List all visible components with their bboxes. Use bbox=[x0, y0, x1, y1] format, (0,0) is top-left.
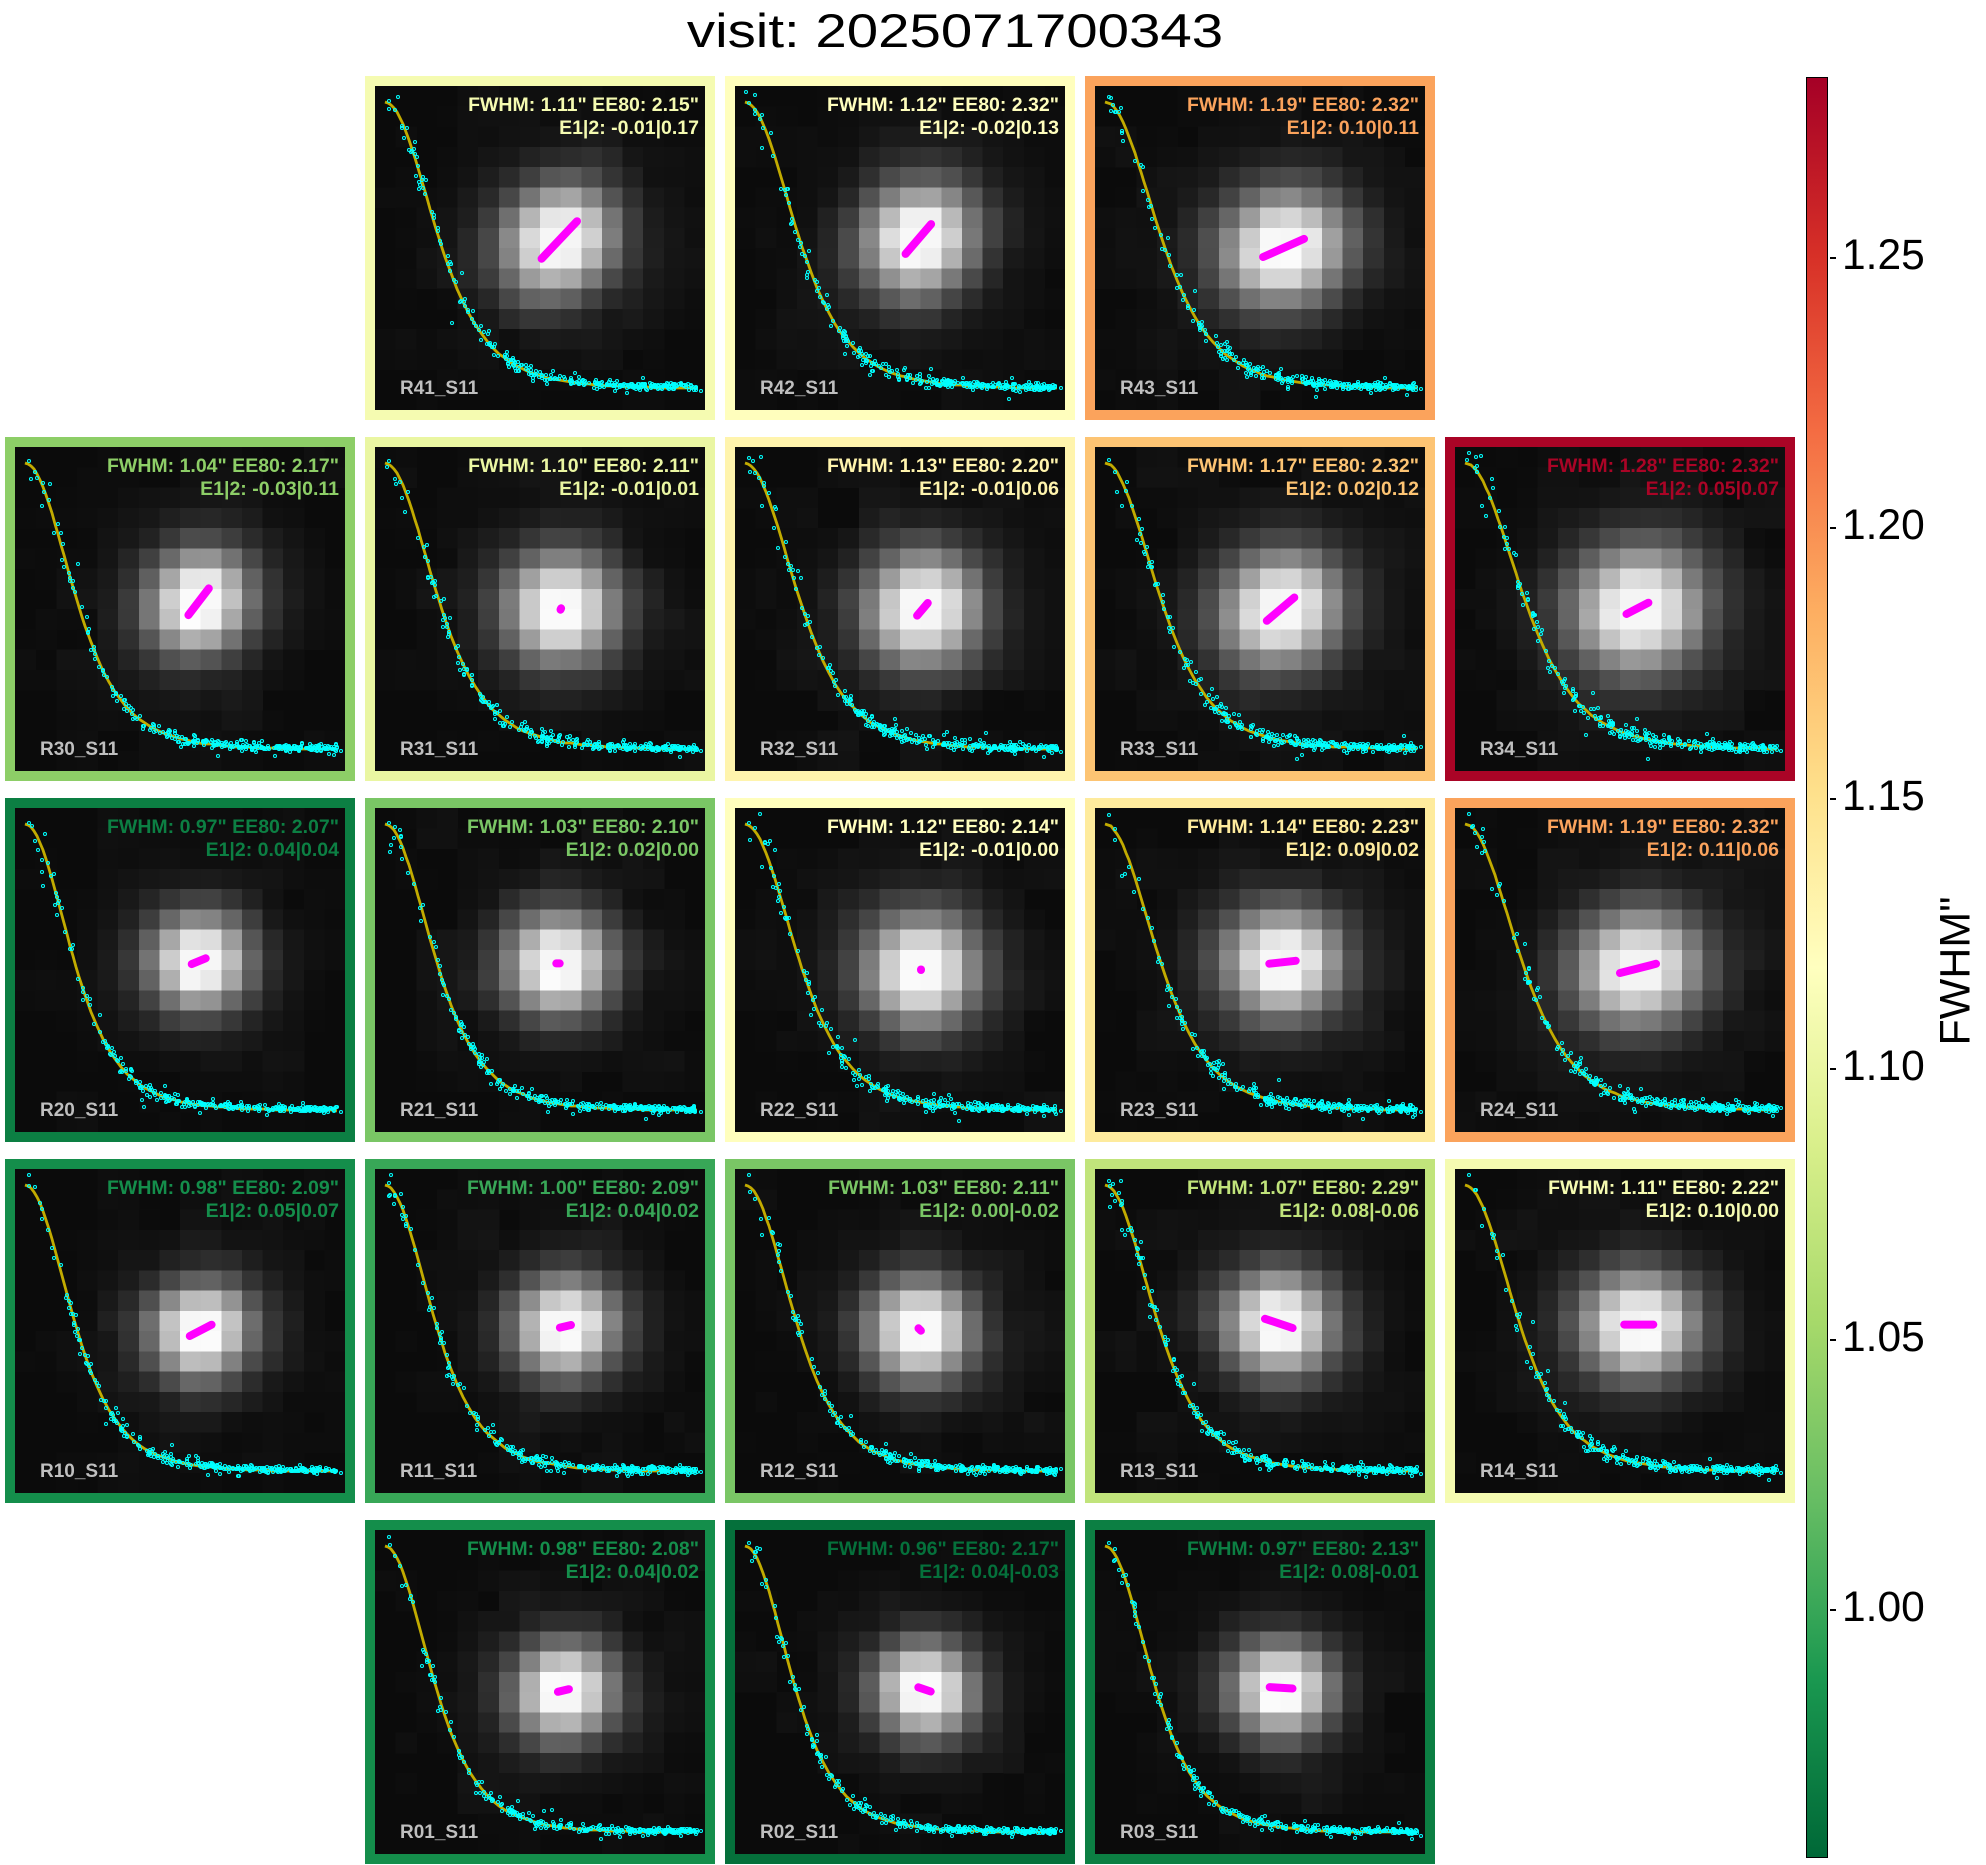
svg-text:E1|2: -0.03|0.11: E1|2: -0.03|0.11 bbox=[200, 478, 339, 500]
svg-text:E1|2: -0.01|0.17: E1|2: -0.01|0.17 bbox=[559, 117, 699, 139]
svg-text:FWHM: 1.10" EE80: 2.11": FWHM: 1.10" EE80: 2.11" bbox=[468, 455, 699, 477]
svg-text:E1|2: -0.01|0.06: E1|2: -0.01|0.06 bbox=[919, 478, 1059, 500]
svg-text:R43_S11: R43_S11 bbox=[1120, 378, 1199, 399]
svg-text:FWHM: 0.97" EE80: 2.07": FWHM: 0.97" EE80: 2.07" bbox=[107, 816, 339, 838]
svg-text:R33_S11: R33_S11 bbox=[1120, 739, 1199, 760]
svg-text:E1|2: -0.02|0.13: E1|2: -0.02|0.13 bbox=[919, 117, 1059, 139]
svg-text:FWHM: 1.04" EE80: 2.17": FWHM: 1.04" EE80: 2.17" bbox=[107, 455, 339, 477]
svg-text:E1|2: -0.01|0.01: E1|2: -0.01|0.01 bbox=[559, 478, 699, 500]
svg-text:R30_S11: R30_S11 bbox=[40, 739, 119, 760]
svg-text:R34_S11: R34_S11 bbox=[1480, 739, 1559, 760]
svg-text:R41_S11: R41_S11 bbox=[400, 378, 479, 399]
svg-text:E1|2: 0.05|0.07: E1|2: 0.05|0.07 bbox=[1646, 478, 1779, 500]
svg-text:E1|2: 0.10|0.11: E1|2: 0.10|0.11 bbox=[1287, 117, 1420, 139]
svg-text:FWHM: 1.19" EE80: 2.32": FWHM: 1.19" EE80: 2.32" bbox=[1187, 94, 1419, 116]
svg-text:E1|2: 0.02|0.12: E1|2: 0.02|0.12 bbox=[1286, 478, 1420, 500]
svg-text:FWHM: 1.11" EE80: 2.15": FWHM: 1.11" EE80: 2.15" bbox=[468, 94, 699, 116]
svg-text:R31_S11: R31_S11 bbox=[400, 739, 479, 760]
svg-text:R42_S11: R42_S11 bbox=[760, 378, 839, 399]
svg-text:FWHM: 1.28" EE80: 2.32": FWHM: 1.28" EE80: 2.32" bbox=[1547, 455, 1779, 477]
svg-text:R20_S11: R20_S11 bbox=[40, 1100, 119, 1121]
svg-text:FWHM: 1.17" EE80: 2.32": FWHM: 1.17" EE80: 2.32" bbox=[1187, 455, 1419, 477]
svg-text:FWHM: 1.12" EE80: 2.32": FWHM: 1.12" EE80: 2.32" bbox=[827, 94, 1059, 116]
svg-text:R32_S11: R32_S11 bbox=[760, 739, 839, 760]
svg-text:FWHM: 1.13" EE80: 2.20": FWHM: 1.13" EE80: 2.20" bbox=[827, 455, 1059, 477]
svg-text:E1|2: 0.04|0.04: E1|2: 0.04|0.04 bbox=[206, 839, 340, 861]
